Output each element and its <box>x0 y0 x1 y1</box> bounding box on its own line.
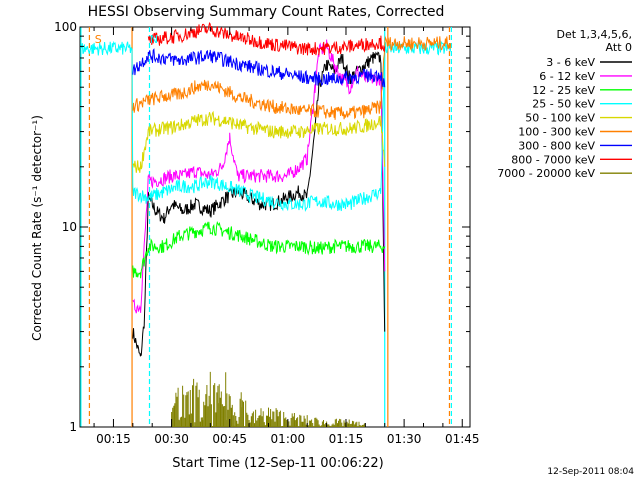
x-tick-label: 01:15 <box>329 432 364 446</box>
x-tick-label: 01:00 <box>271 432 306 446</box>
series-line-8 <box>147 21 386 56</box>
legend-entry-label: 100 - 300 keV <box>518 126 595 139</box>
marker-lines <box>80 27 452 427</box>
series-line-6 <box>132 35 452 120</box>
series-line-2 <box>132 39 386 314</box>
series-line-4 <box>80 40 452 212</box>
footer-timestamp: 12-Sep-2011 08:04 <box>547 467 634 477</box>
x-tick-label: 01:45 <box>445 432 480 446</box>
legend-header-line1: Det 1,3,4,5,6, <box>556 28 632 41</box>
x-axis-ticks: 00:15 00:30 00:45 01:00 01:15 01:30 01:45 <box>93 27 480 446</box>
x-axis-label: Start Time (12-Sep-11 00:06:22) <box>172 456 383 471</box>
y-tick-label: 1 <box>69 420 77 434</box>
x-tick-label: 01:30 <box>387 432 422 446</box>
series-line-9 <box>171 371 365 427</box>
annotation-label: N <box>150 33 158 46</box>
legend-entry-label: 3 - 6 keV <box>546 56 595 69</box>
y-axis-label: Corrected Count Rate (s⁻¹ detector⁻¹) <box>30 115 44 341</box>
x-tick-label: 00:15 <box>96 432 131 446</box>
legend-entry-label: 25 - 50 keV <box>532 98 595 111</box>
x-tick-label: 00:30 <box>154 432 189 446</box>
legend-entry-label: 12 - 25 keV <box>532 84 595 97</box>
x-tick-label: 00:45 <box>212 432 247 446</box>
legend-header-line2: Att 0 <box>606 41 632 54</box>
series-line-1 <box>132 51 386 357</box>
series-line-5 <box>132 110 386 173</box>
annotation-label: S <box>95 33 102 46</box>
series-line-3 <box>132 221 386 279</box>
plot-area <box>79 26 471 428</box>
y-tick-label: 100 <box>54 20 77 34</box>
series-line-7 <box>132 48 386 88</box>
y-axis-ticks: 1 10 100 <box>54 20 470 434</box>
series-group <box>80 21 452 427</box>
chart-title: HESSI Observing Summary Count Rates, Cor… <box>88 4 445 20</box>
legend-entry-label: 800 - 7000 keV <box>511 153 595 166</box>
y-tick-label: 10 <box>62 220 77 234</box>
legend-entry-label: 50 - 100 keV <box>525 112 595 125</box>
legend-entry-label: 7000 - 20000 keV <box>497 167 595 180</box>
legend-entry-label: 6 - 12 keV <box>539 70 595 83</box>
legend-entry-label: 300 - 800 keV <box>518 139 595 152</box>
